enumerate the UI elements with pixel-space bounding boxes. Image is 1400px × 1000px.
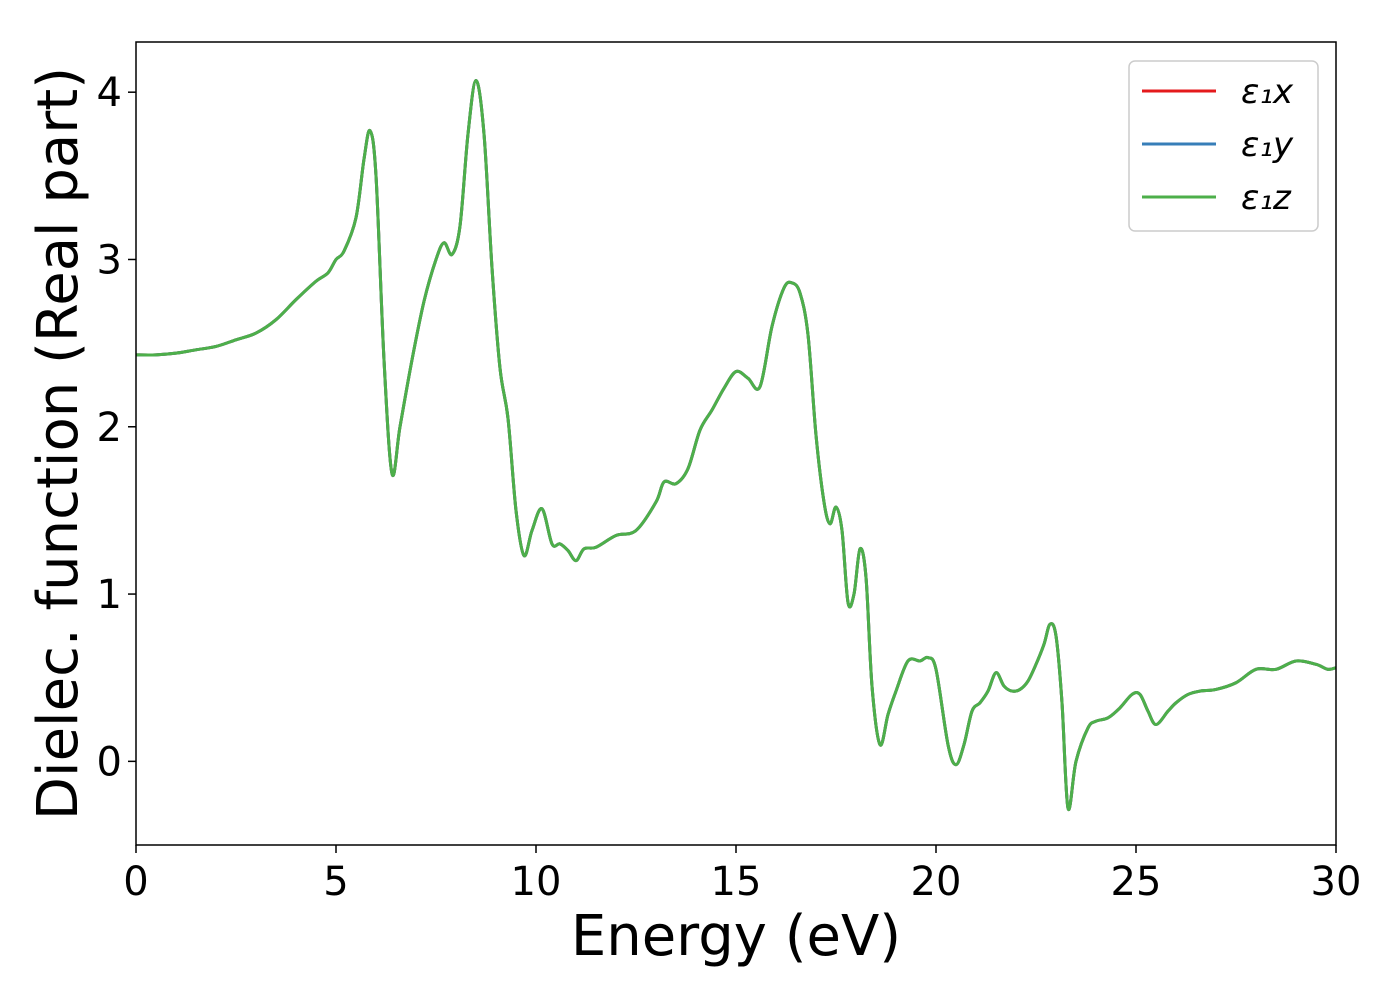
y-axis-ticks: 0 1 2 3 4 bbox=[97, 70, 136, 785]
legend-label-1: ε₁x bbox=[1241, 72, 1294, 112]
legend-box bbox=[1128, 60, 1319, 232]
y-axis-label: Dielec. function (Real part) bbox=[26, 67, 91, 820]
legend-items: ε₁x ε₁y ε₁z bbox=[1142, 72, 1294, 218]
legend-label-2: ε₁y bbox=[1241, 125, 1294, 165]
y-tick-label-4: 4 bbox=[97, 70, 122, 116]
x-tick-label-20: 20 bbox=[911, 859, 962, 905]
legend: ε₁x ε₁y ε₁z bbox=[1128, 60, 1319, 232]
y-tick-label-0: 0 bbox=[97, 739, 122, 785]
series-line-3 bbox=[135, 78, 1337, 812]
x-tick-label-30: 30 bbox=[1311, 859, 1362, 905]
x-axis-label: Energy (eV) bbox=[571, 904, 901, 969]
legend-label-3: ε₁z bbox=[1241, 178, 1292, 218]
x-axis-ticks: 0 5 10 15 20 25 30 bbox=[123, 845, 1361, 905]
series-layer bbox=[135, 78, 1337, 812]
y-tick-label-2: 2 bbox=[97, 405, 122, 451]
x-tick-label-10: 10 bbox=[511, 859, 562, 905]
y-tick-label-1: 1 bbox=[97, 572, 122, 618]
x-tick-label-0: 0 bbox=[123, 859, 148, 905]
x-tick-label-5: 5 bbox=[323, 859, 348, 905]
y-tick-label-3: 3 bbox=[97, 237, 122, 283]
x-tick-label-15: 15 bbox=[711, 859, 762, 905]
x-tick-label-25: 25 bbox=[1111, 859, 1162, 905]
